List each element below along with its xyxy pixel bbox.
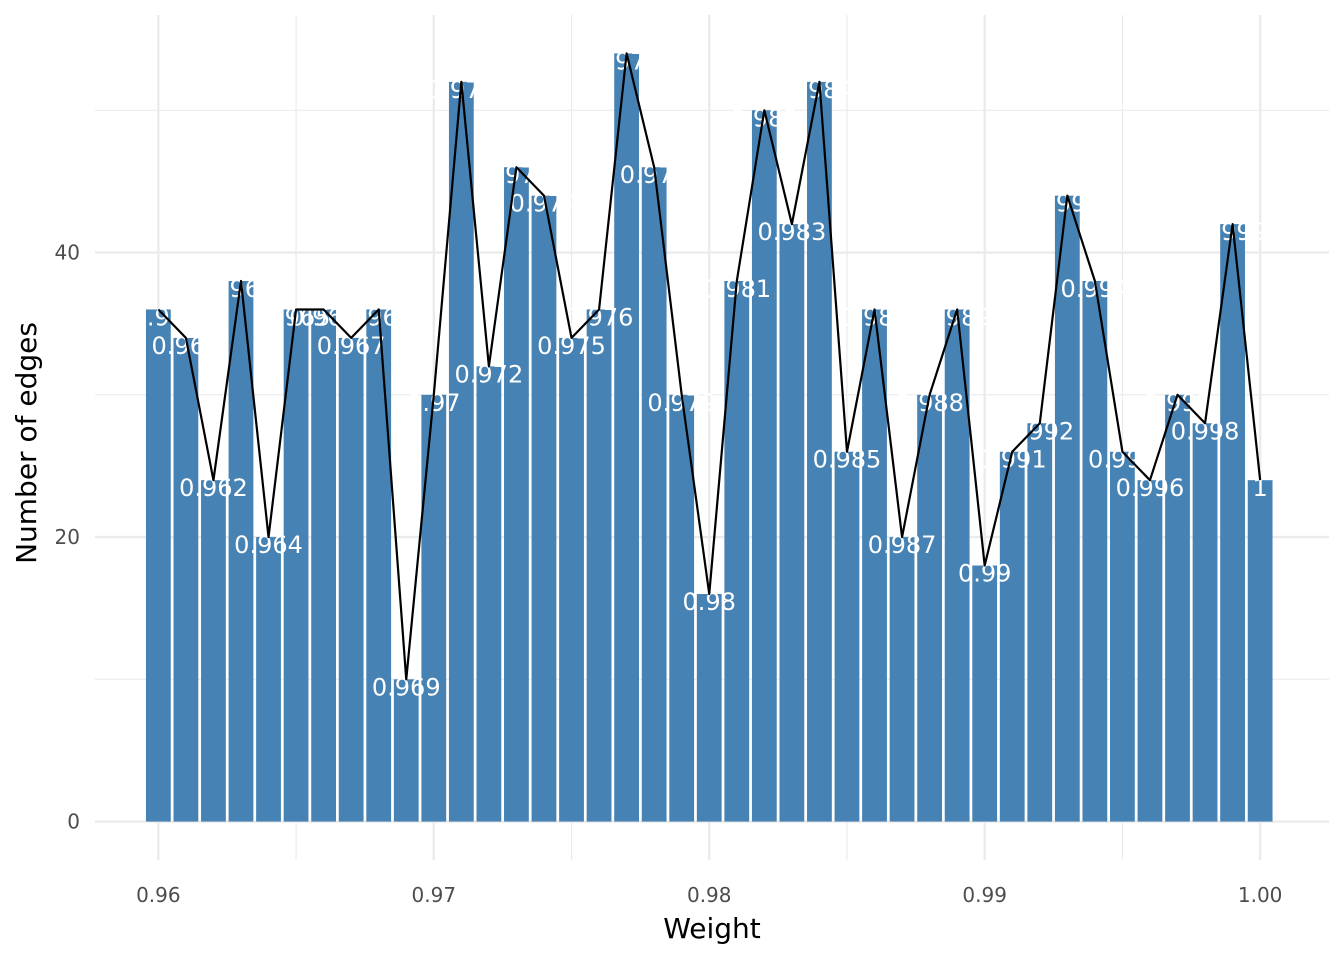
bar: [173, 337, 199, 822]
bar: [448, 81, 474, 822]
bar: [283, 309, 309, 822]
bar: [559, 337, 584, 822]
bar: [779, 224, 805, 822]
y-tick-label: 40: [55, 241, 80, 265]
bar-label: 0.961: [152, 332, 221, 360]
bar: [862, 309, 887, 822]
bar-label: 0.997: [1143, 389, 1212, 417]
trend-line: [157, 52, 1262, 681]
bar: [145, 309, 171, 822]
bar: [586, 309, 612, 822]
bar: [917, 394, 942, 822]
y-tick-label: 0: [67, 810, 80, 834]
bar: [751, 110, 777, 822]
bar-label: 0.966: [289, 303, 358, 331]
bar: [834, 451, 860, 822]
x-axis-title: Weight: [663, 912, 761, 945]
bar: [972, 565, 998, 822]
bar: [889, 537, 915, 822]
bar: [1054, 195, 1080, 822]
bars: [145, 53, 1273, 822]
bar-label: 0.982: [730, 104, 799, 132]
bar: [393, 679, 419, 822]
bar: [641, 167, 667, 822]
bar-label: 0.967: [317, 332, 386, 360]
bar: [256, 537, 281, 822]
x-tick-label: 1.00: [1238, 883, 1283, 907]
bar: [1137, 480, 1163, 822]
bar: [338, 337, 364, 822]
x-tick-label: 0.98: [687, 883, 732, 907]
bar: [531, 195, 557, 822]
bar: [1110, 451, 1135, 822]
bar: [476, 366, 502, 822]
bar: [366, 309, 392, 822]
x-tick-label: 0.99: [962, 883, 1007, 907]
bar: [421, 394, 447, 822]
bar: [999, 451, 1025, 822]
x-axis-ticks: 0.96 0.97 0.98 0.99 1.00: [136, 883, 1282, 907]
bar: [1082, 281, 1108, 822]
bar: [1165, 394, 1190, 822]
bar: [724, 281, 750, 822]
bar-label: 0.991: [978, 446, 1047, 474]
bar: [696, 593, 722, 822]
y-axis-title: Number of edges: [10, 322, 43, 564]
bar: [311, 309, 337, 822]
bar: [1192, 423, 1218, 822]
bar: [614, 53, 640, 822]
y-axis-ticks: 0 20 40: [55, 241, 80, 834]
bar: [1027, 423, 1053, 822]
bar-label: 1: [1252, 474, 1267, 502]
bar: [228, 281, 254, 822]
bar-label: 0.974: [510, 190, 579, 218]
x-tick-label: 0.96: [136, 883, 181, 907]
bar: [201, 480, 226, 822]
bar: [1220, 224, 1245, 822]
x-tick-label: 0.97: [412, 883, 457, 907]
bar: [1247, 480, 1273, 822]
bar: [669, 394, 695, 822]
y-tick-label: 20: [55, 525, 80, 549]
bar: [504, 167, 529, 822]
